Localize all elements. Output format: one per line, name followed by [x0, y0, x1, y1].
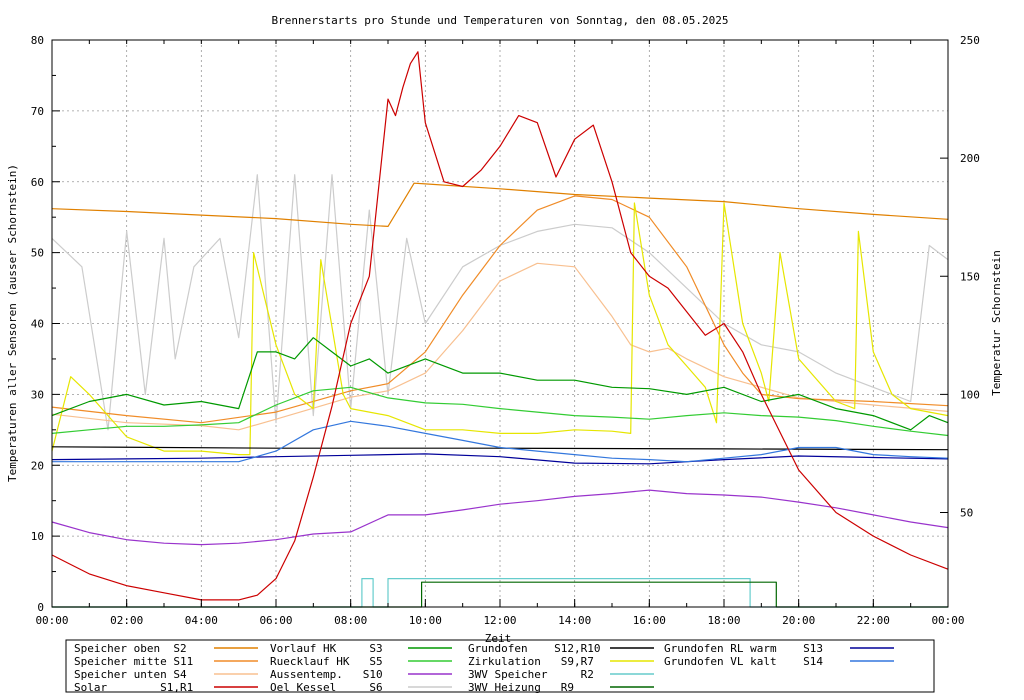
legend-box [65, 639, 935, 693]
x-tick-label: 04:00 [185, 614, 218, 627]
series-line-grundofen-rl-warm [51, 453, 949, 465]
y-tick-label: 60 [31, 176, 44, 189]
series-line-ruecklauf-hk-s5 [51, 386, 949, 437]
chart-title: Brennerstarts pro Stunde und Temperature… [272, 14, 729, 27]
x-tick-label: 12:00 [483, 614, 516, 627]
series-line-grundofen-s12-r10 [51, 446, 949, 451]
series-line-grundofen-vl-kalt [52, 420, 949, 463]
legend-label: Speicher unten S4 [74, 668, 187, 681]
series-line-oel-kessel-s6 [51, 174, 949, 431]
y-tick-label: 50 [31, 247, 44, 260]
x-tick-label: 02:00 [110, 614, 143, 627]
series-line-speicher-mitte-s11 [51, 195, 949, 424]
y2-tick-label: 150 [960, 270, 980, 283]
y-tick-label: 80 [31, 34, 44, 47]
x-tick-label: 20:00 [782, 614, 815, 627]
y-axis-ticks: 0 10 20 30 40 50 60 70 80 [31, 34, 60, 614]
y-axis-label: Temperaturen aller Sensoren (ausser Scho… [6, 164, 19, 482]
y2-tick-label: 200 [960, 152, 980, 165]
legend-label: Vorlauf HK S3 [270, 642, 383, 655]
legend-label: Ruecklauf HK S5 [270, 655, 383, 668]
legend-label: Zirkulation S9,R7 [468, 655, 594, 668]
legend-label: Aussentemp. S10 [270, 668, 383, 681]
y-tick-label: 20 [31, 459, 44, 472]
x-axis-ticks: 00:00 02:00 04:00 06:00 08:00 10:00 12:00 14:00… [35, 40, 965, 627]
series-line-aussentemp-s10 [51, 489, 949, 546]
x-tick-label: 16:00 [633, 614, 666, 627]
series-line-speicher-oben-s2 [51, 182, 949, 227]
x-tick-label: 10:00 [409, 614, 442, 627]
y2-tick-label: 250 [960, 34, 980, 47]
y2-tick-label: 100 [960, 388, 980, 401]
legend-label: Grundofen S12,R10 [468, 642, 600, 655]
y-tick-label: 0 [37, 601, 44, 614]
x-tick-label: 00:00 [931, 614, 964, 627]
y2-axis-label: Temperatur Schornstein [990, 250, 1003, 396]
x-tick-label: 00:00 [35, 614, 68, 627]
x-axis-label: Zeit [485, 632, 512, 645]
grid [52, 40, 948, 607]
x-tick-label: 08:00 [334, 614, 367, 627]
legend-label: Oel Kessel S6 [270, 681, 383, 694]
x-tick-label: 06:00 [259, 614, 292, 627]
legend-label: Solar S1,R1 [74, 681, 193, 694]
legend-label: Grundofen RL warm S13 [664, 642, 823, 655]
legend-label: 3WV Speicher R2 [468, 668, 594, 681]
series-line-vorlauf-hk-s3 [51, 337, 949, 431]
x-tick-label: 18:00 [707, 614, 740, 627]
legend-label: Speicher oben S2 [74, 642, 187, 655]
y-tick-label: 40 [31, 318, 44, 331]
legend-label: 3WV Heizung R9 [468, 681, 574, 694]
y-tick-label: 30 [31, 388, 44, 401]
series-line-solar-s1-r1 [51, 51, 949, 601]
x-tick-label: 14:00 [558, 614, 591, 627]
y-tick-label: 10 [31, 530, 44, 543]
x-tick-label: 22:00 [857, 614, 890, 627]
y-tick-label: 70 [31, 105, 44, 118]
legend-label: Grundofen VL kalt S14 [664, 655, 823, 668]
series-line-speicher-unten-s4 [51, 262, 949, 431]
y2-tick-label: 50 [960, 507, 973, 520]
y2-axis-ticks: 50 100 150 200 250 [940, 34, 980, 520]
legend-label: Speicher mitte S11 [74, 655, 193, 668]
series-line-zirkulation-s9-r7 [51, 202, 949, 456]
